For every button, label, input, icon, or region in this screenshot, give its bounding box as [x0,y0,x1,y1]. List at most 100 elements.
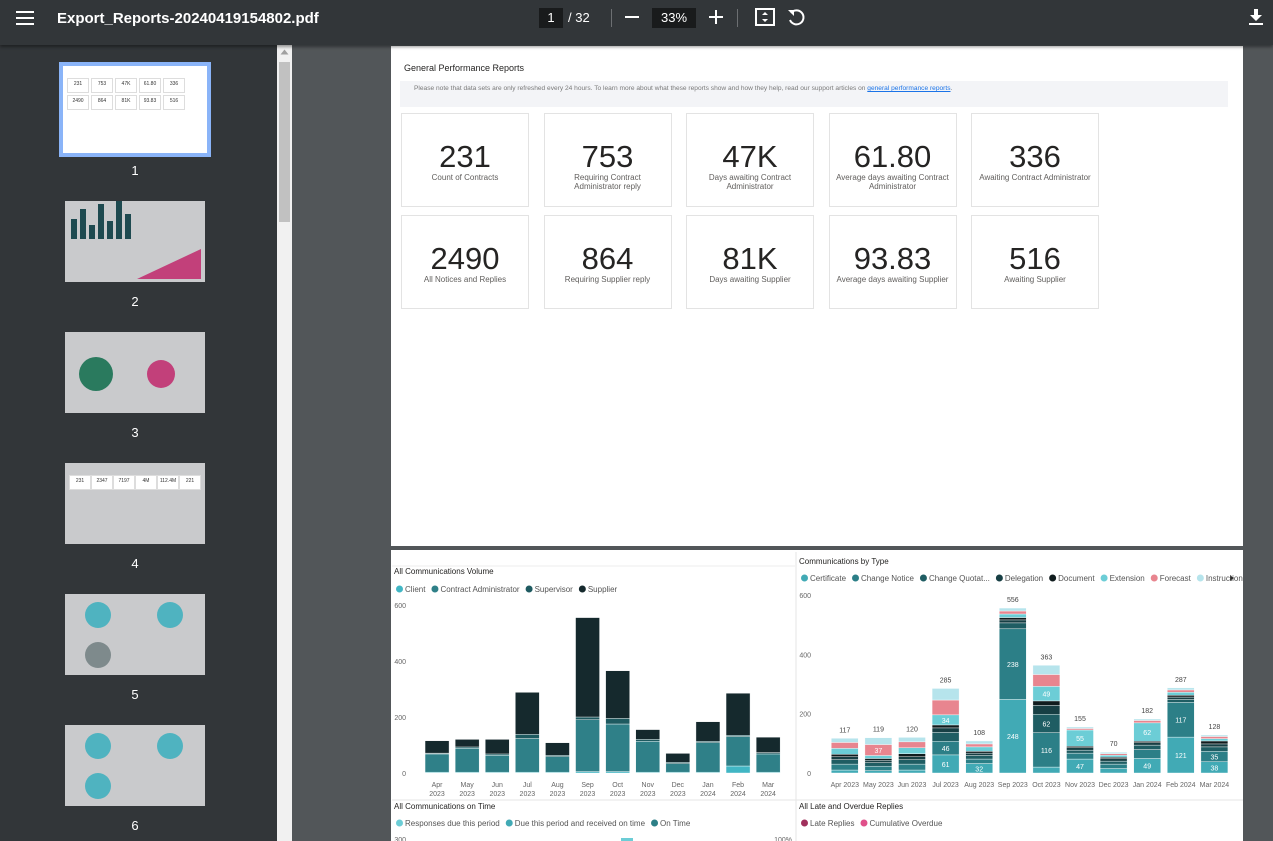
thumbnail-sidebar [0,45,277,841]
bar-segment [725,735,751,737]
menu-button[interactable] [16,10,34,26]
legend-more[interactable] [1230,575,1234,581]
mini-kpi: 336 [163,78,185,93]
zoom-input[interactable]: 33% [652,8,696,28]
scrollbar-thumb[interactable] [279,62,290,222]
notice-end: . [950,85,953,92]
page-input[interactable]: 1 [539,8,563,28]
legend-swatch [1150,574,1158,582]
bar-segment [635,739,660,742]
thumb-bar [107,221,113,239]
bar-segment [1167,695,1195,698]
thumbnail[interactable]: 231 2347 7197 4M 112.4M 221 [65,463,205,544]
scroll-up[interactable] [280,49,289,55]
thumbnail[interactable]: 231 753 47K 61.80 336 2490 864 81K 93.83 516 [59,62,211,157]
x-tick-label: Nov 2023 [640,782,656,798]
thumb-bar [71,219,77,239]
legend-swatch [505,819,513,827]
kpi-label: Requiring Supplier reply [564,275,651,284]
bar-segment [1066,747,1094,751]
legend-swatch [801,574,808,582]
bar-segment [695,741,721,743]
legend-label: Delegation [1005,574,1043,583]
legend-label: Extension [1110,574,1145,583]
kpi-label: Awaiting Contract Administrator [979,173,1091,182]
data-label: 62 [1143,730,1151,737]
kpi-card: 93.83 Average days awaiting Supplier [828,215,957,309]
data-label: 117 [1175,718,1186,725]
bar-segment [454,748,480,773]
data-label: 49 [1043,692,1051,699]
bar-segment [575,719,600,772]
kpi-card: 231 Count of Contracts [401,113,529,207]
bar-segment [1066,749,1094,754]
x-tick-label: Jun 2023 [898,782,927,789]
bar-segment [931,688,960,701]
bar-segment [898,759,926,765]
bar-segment [864,770,893,774]
bar-segment [965,752,993,756]
bar-segment [898,769,926,774]
thumbnail[interactable] [65,594,205,675]
thumb-pie [85,642,111,668]
bar-segment [695,742,721,773]
thumbnail[interactable] [65,725,205,806]
legend-swatch [1049,574,1057,582]
bar-segment [665,762,691,764]
bar-segment [454,746,480,749]
fit-button[interactable] [755,8,775,26]
notice-link[interactable]: general performance reports [867,85,951,92]
zoom-in-button[interactable] [709,10,723,24]
thumbnail-number: 3 [131,425,139,440]
bar-segment [575,771,600,774]
x-tick-label: Mar 2024 [760,782,776,798]
legend-label: Forecast [1160,574,1192,583]
bar-segment [965,758,993,764]
thumb-area [137,249,201,279]
bar-segment [999,617,1027,621]
bar-segment [485,753,510,756]
bar-segment [864,737,893,745]
notice: Please note that data sets are only refr… [414,85,952,92]
total-label: 155 [1074,716,1086,723]
kpi-card: 753 Requiring Contract Administrator repl… [543,113,672,207]
kpi-value: 336 [1009,139,1061,174]
total-label: 128 [1209,724,1221,731]
bar-segment [864,760,893,763]
bar-segment [999,622,1027,630]
bar-segment [999,613,1027,618]
zoom-out-button[interactable] [625,16,639,19]
mini-kpi: 81K [115,95,137,110]
total-label: 70 [1110,741,1118,748]
bar-segment [1066,752,1094,760]
bar-segment [635,741,660,773]
thumbnail-number: 4 [131,556,139,571]
file-name: Export_Reports-20240419154802.pdf [57,10,319,27]
bar-segment [755,753,781,773]
bar-segment [999,628,1027,700]
legend-label: Change Quotat... [929,574,990,583]
thumbnail-number: 2 [131,294,139,309]
thumb-pie [85,602,111,628]
rotate-button[interactable] [786,7,806,27]
y-tick-label: 300 [394,837,406,841]
thumbnail[interactable] [65,332,205,413]
download-button[interactable] [1249,9,1263,25]
x-tick-label: Jul 2023 [520,782,536,798]
thumb-pie [85,773,111,799]
kpi-value: 516 [1009,241,1061,276]
chart-title: All Communications on Time [394,802,496,811]
legend-swatch [525,585,533,593]
total-label: 182 [1141,708,1153,715]
legend-swatch [1196,574,1204,582]
legend-label: Contract Administrator [440,585,519,594]
bar-segment [424,740,450,754]
bar-segment [999,699,1027,774]
bar-segment [515,738,540,773]
total-label: 287 [1175,677,1187,684]
page2-charts: All Communications Volume Client Contract … [392,552,1243,841]
bar-segment [898,747,926,754]
thumbnail[interactable] [65,201,205,282]
bar-segment [965,746,993,752]
bar-segment [898,756,926,760]
